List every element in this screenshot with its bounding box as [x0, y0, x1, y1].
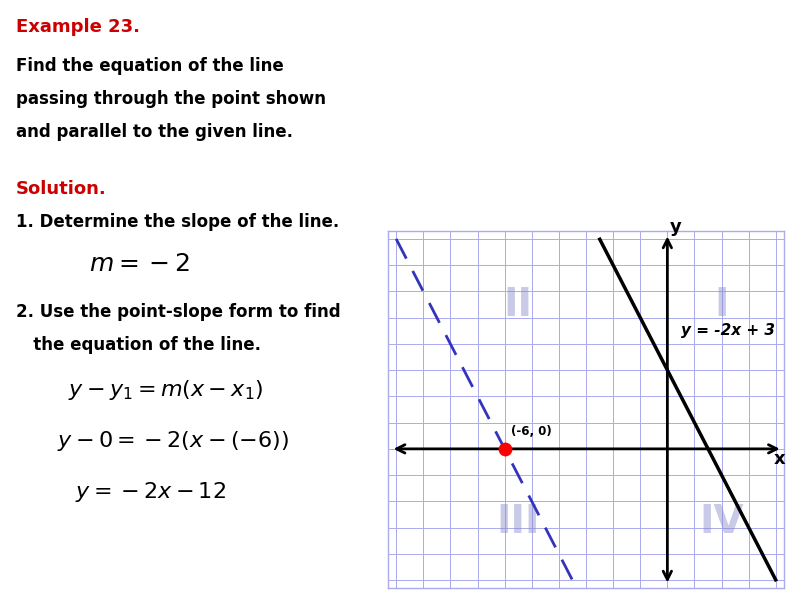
- Text: $m = -2$: $m = -2$: [89, 252, 190, 276]
- Text: Solution.: Solution.: [15, 180, 106, 198]
- Point: [498, 444, 511, 454]
- Text: I: I: [714, 286, 729, 323]
- Text: $y - y_1 = m(x - x_1)$: $y - y_1 = m(x - x_1)$: [68, 378, 263, 402]
- Text: passing through the point shown: passing through the point shown: [15, 90, 326, 108]
- Text: 2. Use the point-slope form to find: 2. Use the point-slope form to find: [15, 303, 340, 321]
- Text: Find the equation of the line: Find the equation of the line: [15, 57, 283, 75]
- Text: y = -2x + 3: y = -2x + 3: [681, 323, 775, 338]
- Text: y: y: [670, 218, 682, 236]
- Text: 1. Determine the slope of the line.: 1. Determine the slope of the line.: [15, 213, 338, 231]
- Text: Example 23.: Example 23.: [15, 18, 139, 36]
- Text: III: III: [497, 503, 540, 541]
- Text: $y - 0 = -2(x - (-6))$: $y - 0 = -2(x - (-6))$: [58, 429, 290, 453]
- Text: (-6, 0): (-6, 0): [511, 425, 552, 439]
- Text: and parallel to the given line.: and parallel to the given line.: [15, 123, 293, 141]
- Text: $y = -2x - 12$: $y = -2x - 12$: [75, 480, 226, 504]
- Text: the equation of the line.: the equation of the line.: [15, 336, 261, 354]
- Text: II: II: [504, 286, 533, 323]
- Text: IV: IV: [699, 503, 744, 541]
- Text: x: x: [774, 451, 786, 469]
